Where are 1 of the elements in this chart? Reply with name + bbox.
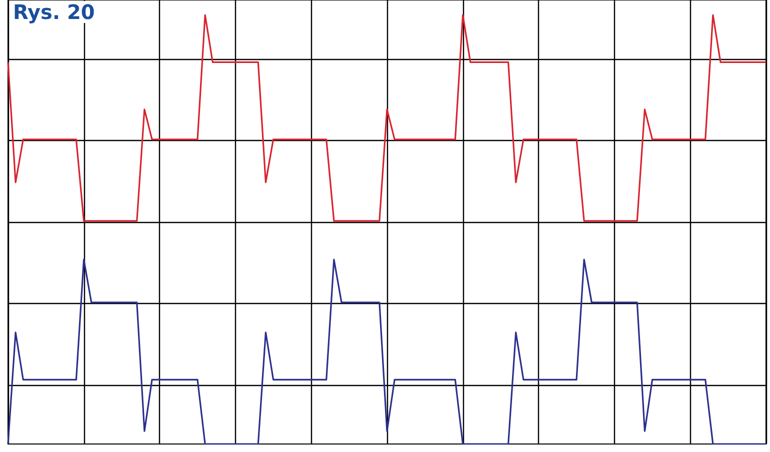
chart-title: Rys. 20 xyxy=(13,0,95,24)
